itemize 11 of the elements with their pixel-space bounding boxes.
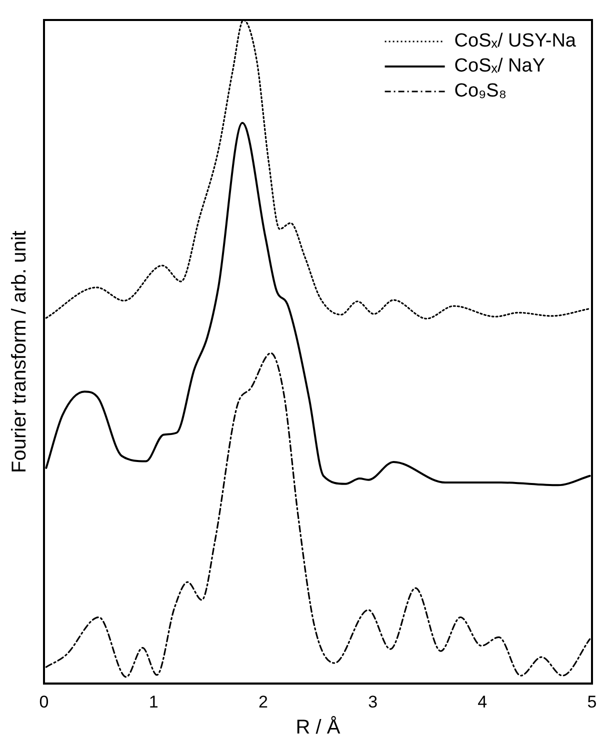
legend-label: Co₉S₈ <box>454 80 507 102</box>
x-tick-label: 4 <box>478 692 488 712</box>
x-tick-label: 2 <box>258 692 268 712</box>
legend-label: CoSₓ/ NaY <box>454 56 546 77</box>
x-tick-label: 0 <box>39 692 49 712</box>
x-tick-label: 3 <box>368 692 378 712</box>
y-axis-title: Fourier transform / arb. unit <box>8 230 31 473</box>
x-tick-label: 5 <box>587 692 597 712</box>
x-tick-label: 1 <box>148 692 158 712</box>
x-axis-title: R / Å <box>296 716 341 739</box>
legend-label: CoSₓ/ USY-Na <box>454 30 576 52</box>
